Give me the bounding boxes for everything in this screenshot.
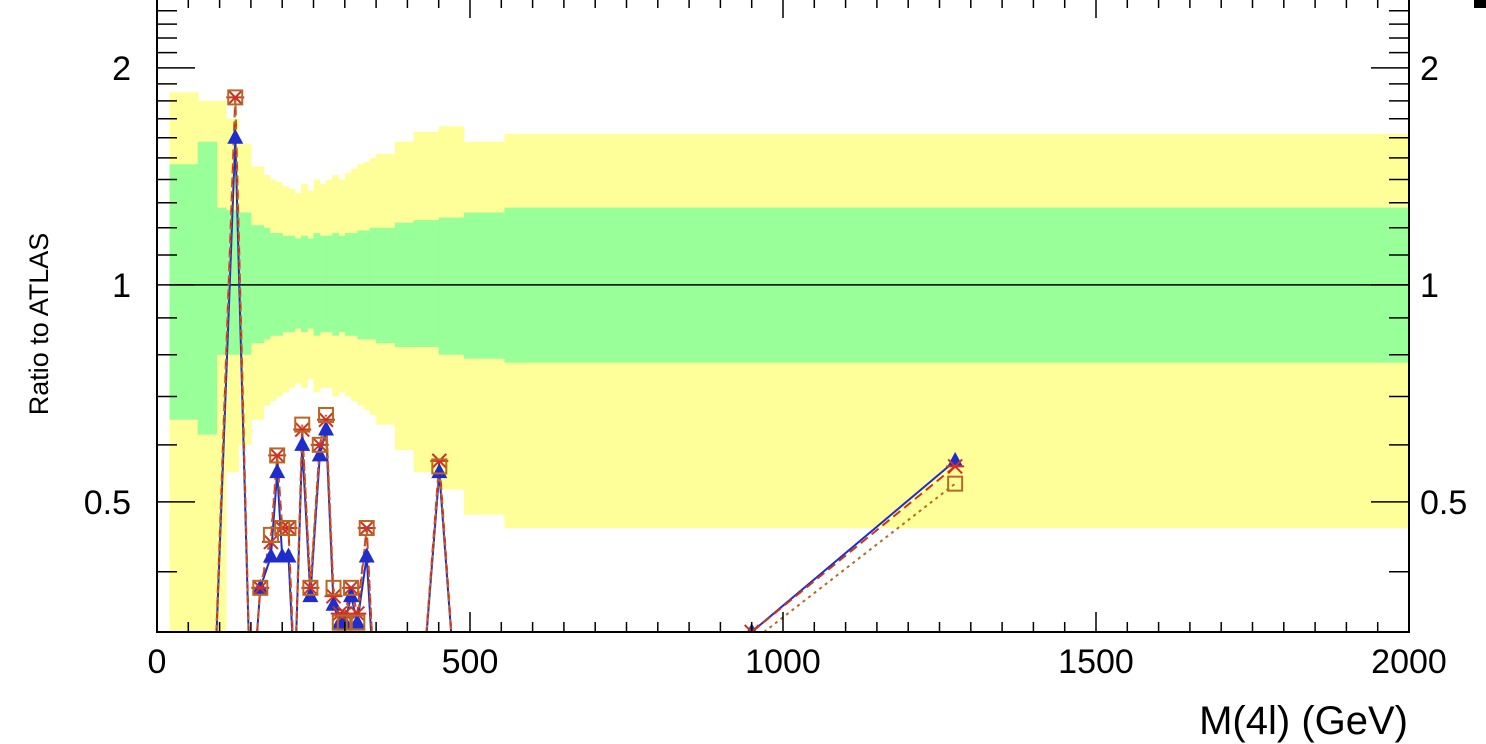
data-series [215, 89, 965, 632]
inner-band-bin [338, 235, 346, 333]
series-line-dotted [215, 97, 956, 632]
square-marker [343, 579, 360, 596]
inner-band-bin [438, 217, 465, 355]
square-marker [349, 614, 366, 631]
x-tick-label: 1000 [745, 643, 821, 681]
x-tick-label: 500 [442, 643, 499, 681]
inner-band-bin [319, 235, 327, 333]
x-axis-title: M(4l) (GeV) [1199, 699, 1408, 743]
inner-band-bin [197, 141, 218, 435]
triangle-marker [252, 578, 269, 594]
triangle-marker [280, 547, 297, 563]
y-tick-label-right: 0.5 [1420, 484, 1467, 522]
star-marker [946, 458, 965, 475]
inner-band-bin [294, 238, 302, 329]
triangle-marker [269, 463, 286, 479]
x-tick-label: 1500 [1058, 643, 1134, 681]
y-axis-title: Ratio to ATLAS [24, 233, 54, 416]
inner-band-bin [413, 220, 440, 348]
square-marker [358, 520, 375, 537]
inner-band-bin [307, 238, 315, 329]
square-marker [318, 406, 335, 423]
axis-ticks [156, 0, 1410, 632]
tick-labels: 0 500 1000 1500 2000 0.5 1 2 0.5 1 2 [84, 50, 1468, 681]
square-marker [325, 579, 342, 596]
inner-band-bin [300, 235, 308, 333]
square-marker [947, 475, 964, 492]
triangle-marker [311, 446, 328, 462]
square-marker [280, 520, 297, 537]
square-marker [294, 416, 311, 433]
inner-band-bin [282, 235, 290, 333]
square-marker [252, 579, 269, 596]
star-marker [324, 588, 343, 604]
triangle-marker [294, 435, 311, 451]
corner-mark [1474, 0, 1486, 8]
y-tick-label-left: 0.5 [84, 484, 131, 522]
y-tick-label-right: 2 [1420, 50, 1439, 88]
inner-band-bin [263, 227, 271, 340]
x-tick-label: 2000 [1371, 643, 1447, 681]
y-tick-label-left: 2 [112, 50, 131, 88]
triangle-marker [262, 547, 279, 563]
outer-band-bin [216, 100, 227, 632]
inner-band-bin [216, 207, 227, 355]
y-tick-label-left: 1 [112, 267, 131, 305]
star-marker [742, 624, 761, 632]
square-marker [269, 447, 286, 464]
triangle-marker [318, 420, 335, 436]
triangle-marker [358, 547, 375, 563]
square-marker [227, 89, 244, 106]
square-marker [311, 436, 328, 453]
inner-band-bin [369, 227, 377, 340]
square-marker [302, 579, 319, 596]
triangle-marker [336, 613, 353, 629]
inner-band-bin [326, 235, 333, 333]
x-tick-label: 0 [148, 643, 167, 681]
inner-band-bin [169, 164, 199, 420]
square-marker [431, 458, 448, 475]
triangle-marker [349, 613, 366, 629]
triangle-marker [227, 128, 244, 144]
y-tick-label-right: 1 [1420, 267, 1439, 305]
uncertainty-bands [169, 92, 1409, 632]
inner-band-bin [288, 235, 296, 333]
